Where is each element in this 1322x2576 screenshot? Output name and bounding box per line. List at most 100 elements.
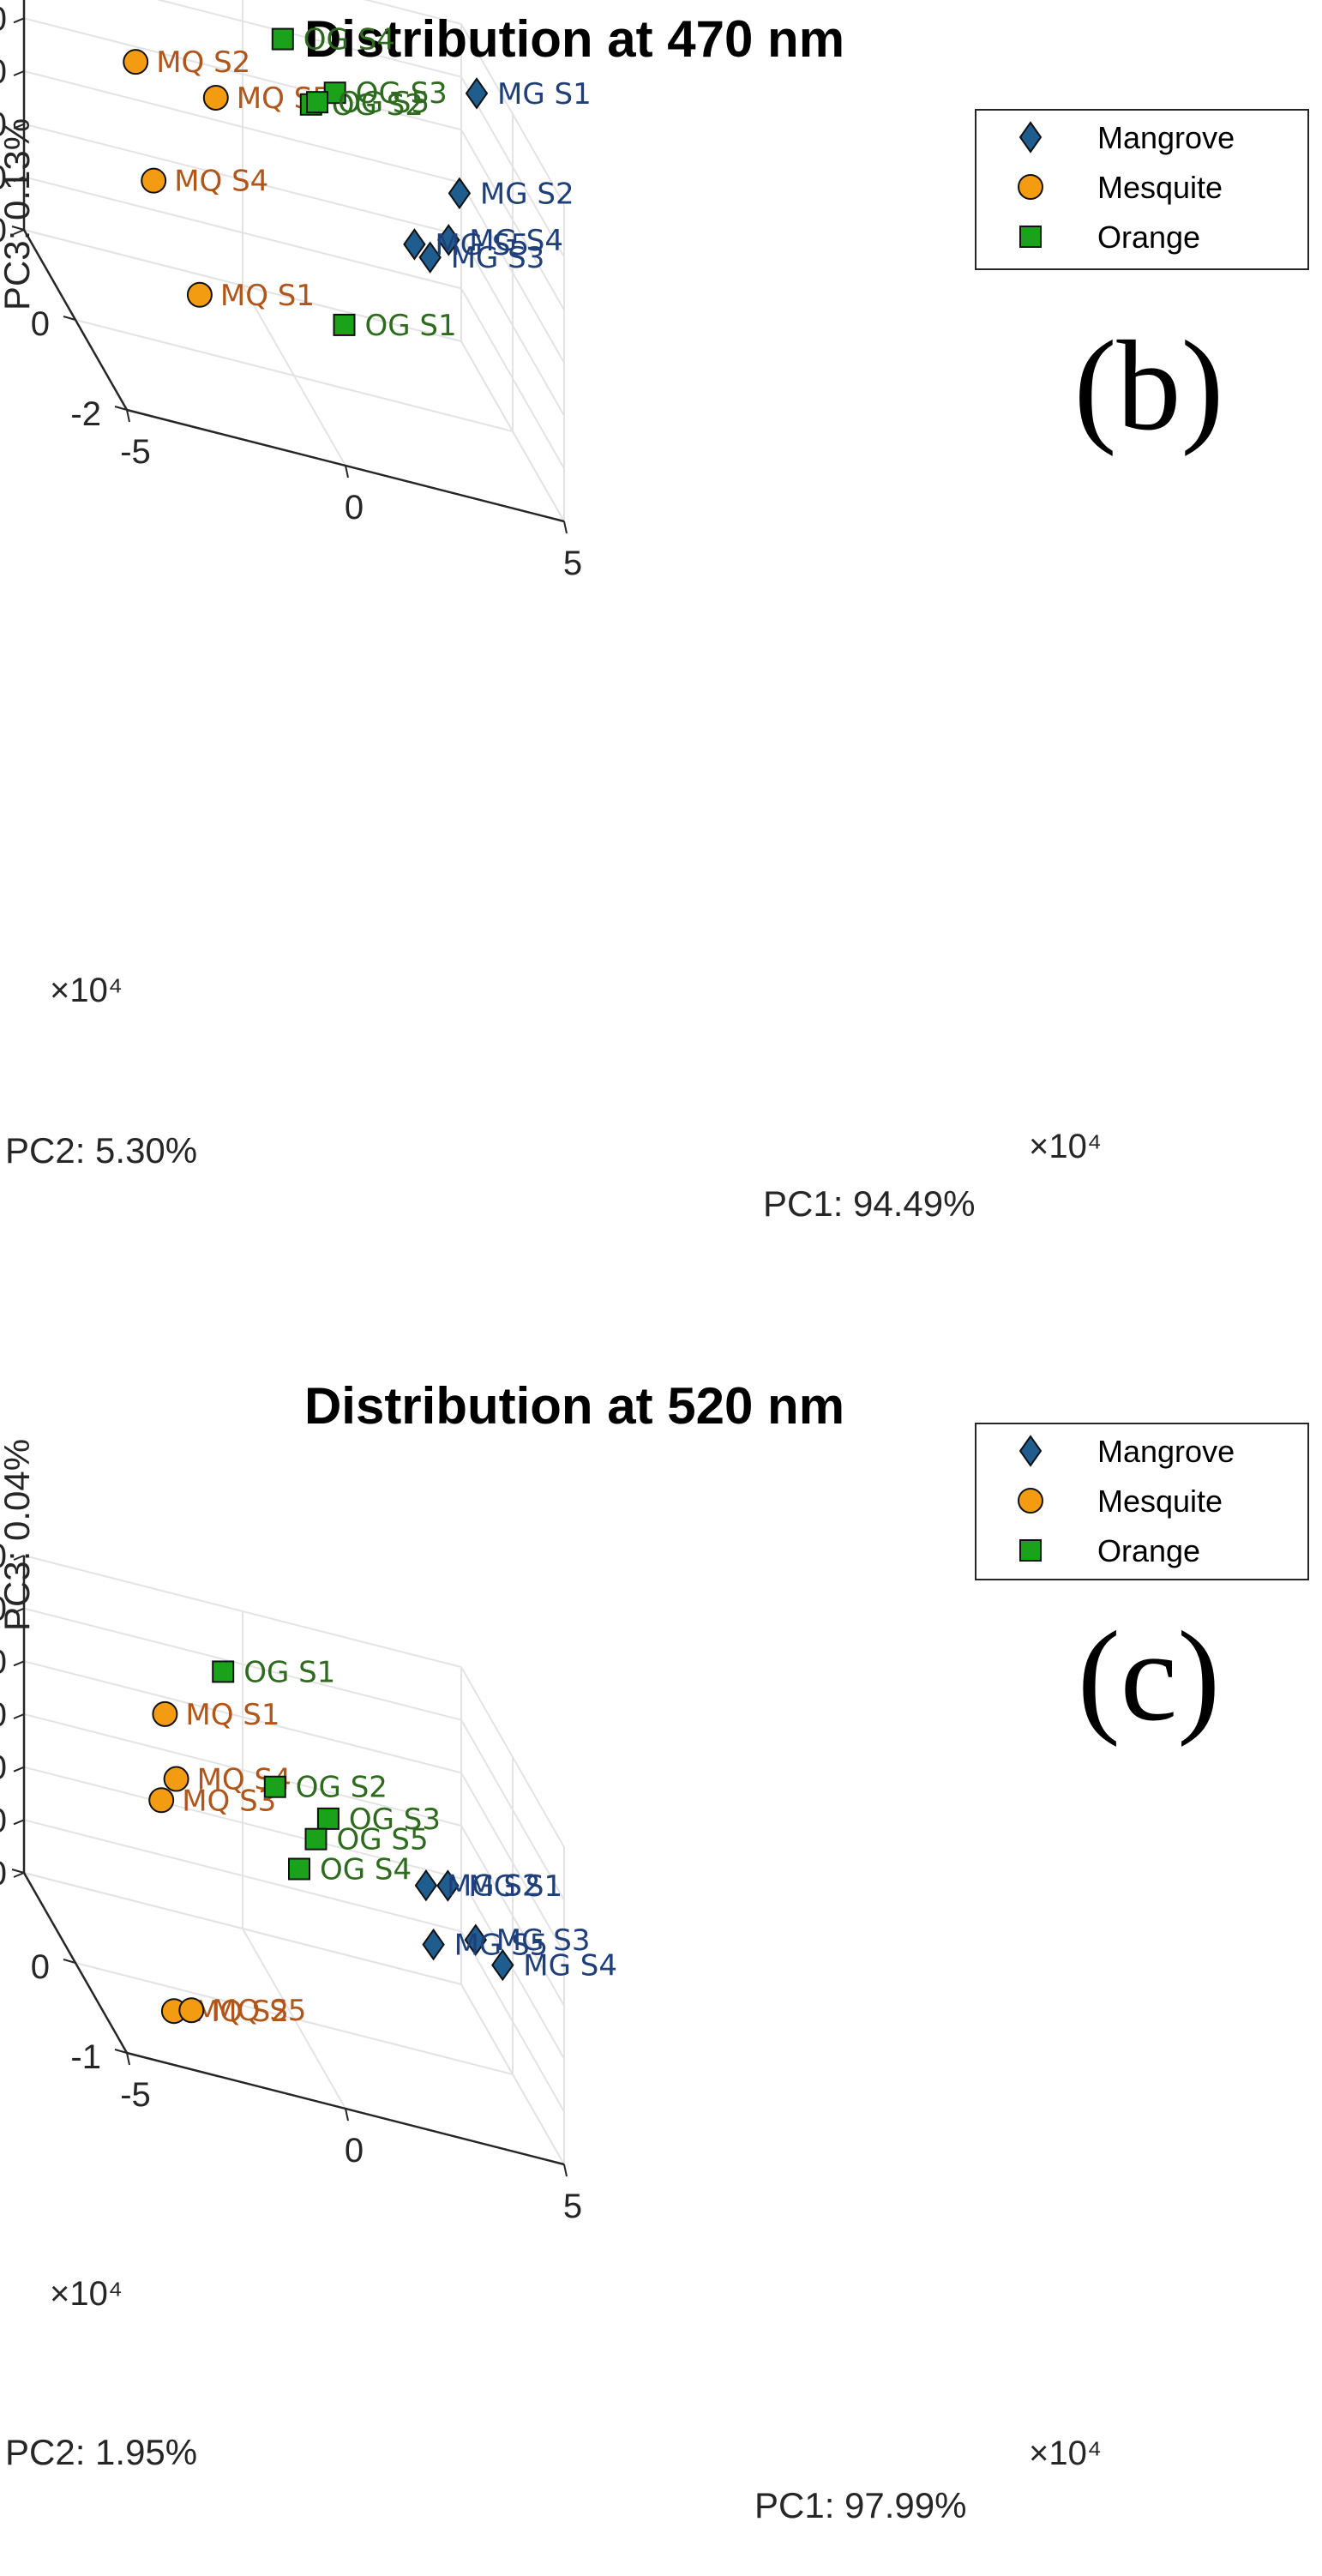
z-axis-label: PC3: 0.04%: [0, 1439, 37, 1631]
z-tick: [13, 1660, 25, 1667]
x-tick: [563, 521, 568, 534]
legend-marker: [1018, 174, 1043, 200]
data-point-label: MQ S1: [185, 1698, 279, 1732]
legend-marker: [1018, 1488, 1043, 1514]
z-tick-label: 0: [0, 1696, 7, 1734]
z-tick-label: -1500: [0, 1855, 7, 1893]
y-tick: [63, 1959, 76, 1964]
data-point-label: MQ S4: [174, 165, 268, 199]
panel-label: (c): [1078, 1605, 1220, 1748]
x-tick-label: -5: [120, 433, 151, 471]
data-point-marker: [212, 1660, 235, 1683]
gridline-y-floor: [23, 229, 462, 342]
z-tick: [13, 1766, 25, 1773]
data-point-label: MG S2: [480, 177, 574, 211]
y-tick: [63, 316, 76, 321]
data-point-label: OG S1: [365, 309, 457, 343]
data-point-label: MG S5: [435, 228, 529, 262]
grid-lines: [23, 1555, 565, 2165]
z-tick-label: -2000: [0, 106, 7, 144]
legend-marker: [1019, 121, 1043, 153]
z-tick-label: -3000: [0, 159, 7, 196]
data-point-label: MQ S3: [182, 1784, 276, 1818]
z-tick-label: -1000: [0, 53, 7, 91]
y-axis-label: PC2: 1.95%: [5, 2432, 197, 2472]
data-point-label: MG S3: [496, 1923, 591, 1958]
data-point-label: OG S2: [296, 1771, 388, 1805]
data-point-label: MG S4: [469, 224, 563, 258]
y-tick: [114, 2049, 128, 2054]
data-point-label: MG S4: [523, 1949, 617, 1983]
z-tick: [13, 70, 25, 76]
gridline-z-back: [364, 0, 462, 25]
data-point-marker: [464, 1923, 488, 1956]
x-tick: [345, 2108, 349, 2122]
data-point-label: MQ S2: [156, 45, 250, 80]
data-point-marker: [186, 281, 213, 308]
z-axis-label: PC3: 0.13%: [0, 118, 37, 310]
data-point-label: MG S3: [451, 241, 545, 275]
z-tick: [13, 17, 25, 24]
z-tick-label: 1500: [0, 1538, 7, 1575]
y-axis-exponent: ×10⁴: [50, 972, 123, 1009]
data-point-marker: [271, 27, 294, 51]
data-point-marker: [418, 241, 442, 274]
legend-marker: [1019, 1435, 1043, 1467]
chart-title: Distribution at 520 nm: [304, 1377, 844, 1435]
legend-marker: [1019, 226, 1042, 248]
z-tick-label: 0: [0, 0, 7, 38]
z-tick: [13, 1607, 25, 1614]
data-point-label: MG S2: [447, 1869, 541, 1904]
x-tick-label: 5: [563, 545, 582, 582]
data-point-label: MG S1: [468, 1869, 562, 1904]
z-tick: [13, 123, 25, 129]
data-point-marker: [436, 1869, 460, 1902]
data-point-label: OG S1: [243, 1655, 335, 1689]
data-point-marker: [414, 1869, 438, 1902]
x-tick: [345, 465, 349, 478]
z-tick: [13, 229, 25, 235]
data-point-label: OG S4: [303, 23, 395, 57]
y-tick: [114, 406, 128, 411]
gridline-y-floor: [75, 319, 514, 432]
data-point-marker: [202, 84, 229, 111]
y-tick-label: -1: [70, 2038, 101, 2076]
z-tick-label: 1000: [0, 1591, 7, 1628]
y-axis-label: PC2: 5.30%: [5, 1130, 197, 1171]
legend: Mangrove Mesquite Orange: [975, 1423, 1309, 1580]
data-point-marker: [465, 77, 489, 110]
data-point-marker: [448, 177, 472, 210]
x-tick-label: -5: [120, 2076, 151, 2114]
y-tick-label: -2: [70, 395, 101, 433]
data-point-label: OG S4: [320, 1853, 412, 1887]
z-tick: [13, 1555, 25, 1561]
x-tick-label: 0: [345, 489, 364, 527]
legend-entry: Mesquite: [1097, 1484, 1223, 1519]
data-point-marker: [123, 49, 149, 75]
x-axis-exponent: ×10⁴: [1029, 2435, 1102, 2472]
x-tick: [126, 409, 130, 423]
y-tick-label: 0: [31, 1948, 50, 1986]
y-tick-label: 0: [31, 305, 50, 343]
z-tick: [13, 176, 25, 183]
legend: Mangrove Mesquite Orange: [975, 109, 1309, 270]
y-tick: [11, 1869, 25, 1874]
x-axis-exponent: ×10⁴: [1029, 1128, 1102, 1165]
panel-label: (b): [1074, 315, 1224, 457]
z-tick-label: 500: [0, 1643, 7, 1681]
legend-marker: [1019, 1539, 1042, 1562]
data-point-marker: [491, 1948, 514, 1982]
gridline-y-floor: [75, 1962, 514, 2075]
data-point-marker: [263, 1775, 286, 1798]
legend-entry: Mangrove: [1097, 120, 1235, 155]
x-tick: [563, 2164, 568, 2177]
gridline-y-floor: [23, 1872, 462, 1985]
chart-title: Distribution at 470 nm: [304, 10, 844, 68]
data-point-label: MG S5: [454, 1929, 549, 1963]
x-tick-label: 0: [345, 2132, 364, 2170]
